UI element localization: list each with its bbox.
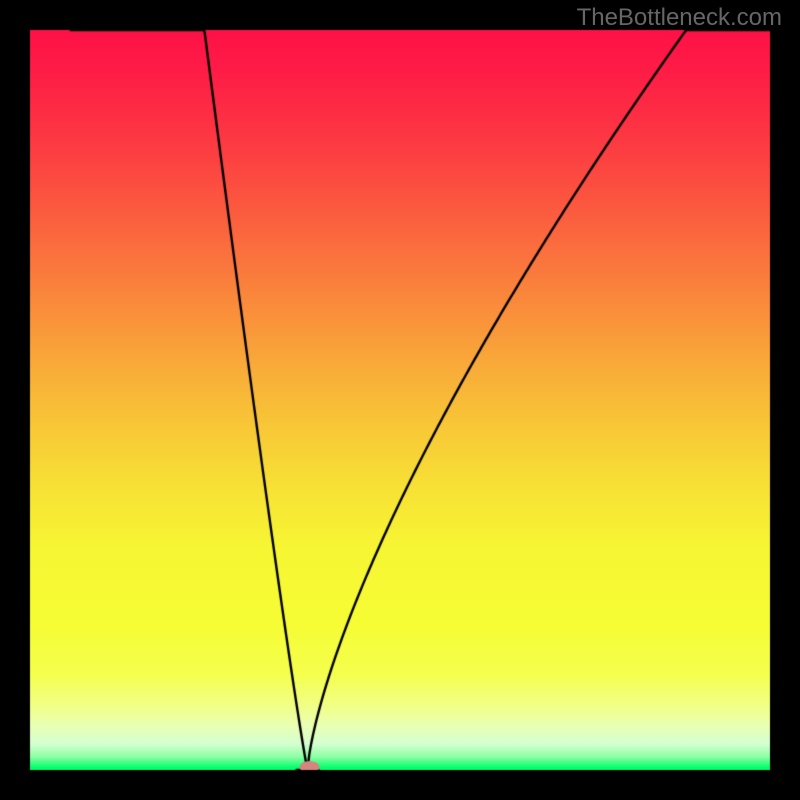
bottleneck-curve-chart xyxy=(0,0,800,800)
chart-stage: TheBottleneck.com xyxy=(0,0,800,800)
watermark-label: TheBottleneck.com xyxy=(577,4,782,32)
